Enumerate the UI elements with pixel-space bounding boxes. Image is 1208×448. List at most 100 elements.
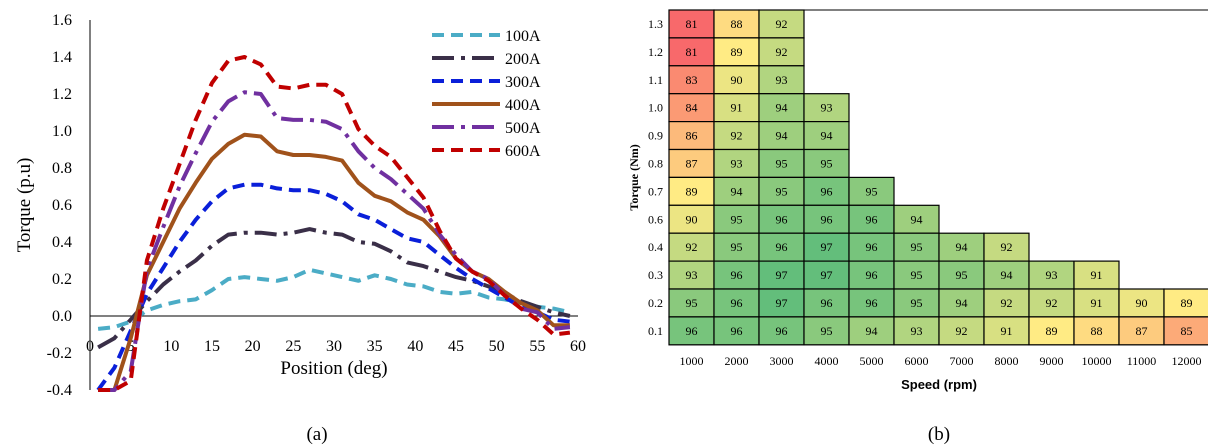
x-tick-label: 55	[529, 338, 545, 355]
heatmap-cell	[1163, 288, 1208, 318]
heatmap-cell-value: 95	[686, 296, 698, 310]
heatmap-cell	[668, 260, 715, 290]
x-tick-label: 7000	[950, 354, 974, 368]
heatmap-cell	[893, 260, 940, 290]
y-tick-label: 0.6	[52, 197, 72, 214]
x-axis-title: Position (deg)	[280, 358, 387, 379]
x-tick-label: 25	[285, 338, 301, 355]
heatmap-cell	[758, 65, 805, 95]
heatmap-cell	[713, 93, 760, 123]
series-line-500a	[98, 90, 571, 392]
heatmap-cell	[713, 288, 760, 318]
heatmap-cell	[713, 120, 760, 151]
heatmap-cell	[848, 316, 895, 346]
x-tick-label: 50	[489, 338, 505, 355]
y-tick-label: 0.4	[52, 234, 72, 251]
y-tick-label: 1.0	[648, 101, 663, 115]
y-tick-label: 0.6	[648, 212, 663, 226]
x-tick-label: 45	[448, 338, 464, 355]
heatmap-cell-value: 94	[956, 296, 968, 310]
heatmap-cell	[1073, 288, 1120, 318]
y-tick-label: -0.2	[47, 345, 72, 362]
heatmap-cell-value: 83	[686, 73, 698, 87]
heatmap-cell-value: 94	[956, 240, 968, 254]
heatmap-cell	[893, 288, 940, 318]
heatmap-cell-value: 91	[1001, 324, 1013, 338]
y-tick-labels: 1.3 1.2 1.1 1.0 0.9 0.8 0.7 0.6 0.4 0.3 0.2 0.1	[648, 17, 663, 338]
heatmap-cell-value: 95	[731, 240, 743, 254]
y-tick-label: 1.0	[52, 123, 72, 140]
heatmap-cell	[758, 176, 805, 206]
heatmap-cell-value: 92	[1001, 296, 1013, 310]
heatmap-cell-value: 87	[1136, 324, 1148, 338]
heatmap-cell	[668, 288, 715, 318]
heatmap-cell	[848, 288, 895, 318]
heatmap-cell-value: 81	[686, 45, 698, 59]
heatmap-cell	[713, 176, 760, 206]
heatmap-cell-value: 96	[731, 324, 743, 338]
heatmap-cell	[803, 148, 850, 178]
heatmap-cell-value: 95	[911, 240, 923, 254]
heatmap-cell	[1118, 288, 1165, 318]
heatmap-cell-value: 95	[821, 156, 833, 170]
y-tick-label: 1.2	[648, 45, 663, 59]
heatmap-cell	[848, 232, 895, 262]
heatmap-cell	[713, 148, 760, 178]
heatmap-cell-value: 94	[776, 101, 788, 115]
y-tick-label: 1.2	[52, 86, 72, 103]
x-tick-label: 30	[326, 338, 342, 355]
x-tick-label: 6000	[905, 354, 929, 368]
heatmap-cell-value: 90	[1136, 296, 1148, 310]
x-tick-label: 11000	[1127, 354, 1157, 368]
heatmap-cell-value: 94	[1001, 268, 1013, 282]
heatmap-cell-value: 93	[686, 268, 698, 282]
heatmap-cell-value: 85	[1181, 324, 1193, 338]
x-tick-label: 35	[367, 338, 383, 355]
heatmap-cell-value: 94	[821, 129, 833, 143]
legend-label: 200A	[505, 51, 541, 68]
x-tick-label: 9000	[1040, 354, 1064, 368]
heatmap-cell-value: 95	[911, 268, 923, 282]
heatmap-cell-value: 93	[731, 156, 743, 170]
heatmap-cell-value: 84	[686, 101, 698, 115]
y-tick-label: -0.4	[47, 382, 72, 399]
heatmap-cell	[758, 204, 805, 234]
heatmap-cell	[1028, 316, 1075, 346]
legend-label: 100A	[505, 28, 541, 45]
heatmap-cell-value: 92	[956, 324, 968, 338]
x-axis-title: Speed (rpm)	[901, 377, 977, 392]
heatmap-cell-value: 96	[866, 212, 878, 226]
caption-b: (b)	[928, 424, 950, 445]
y-tick-label: 1.6	[52, 12, 72, 29]
heatmap-cell	[983, 260, 1030, 290]
heatmap-cell-value: 94	[731, 184, 743, 198]
heatmap-cell-value: 95	[866, 184, 878, 198]
caption-a: (a)	[306, 424, 327, 445]
heatmap-cell-value: 95	[821, 324, 833, 338]
heatmap-cell	[803, 93, 850, 123]
legend-label: 300A	[505, 74, 541, 91]
heatmap-cell	[668, 65, 715, 95]
y-tick-label: 0.2	[648, 296, 663, 310]
heatmap-cell-value: 89	[686, 184, 698, 198]
heatmap-cell-value: 95	[956, 268, 968, 282]
heatmap-cell	[668, 120, 715, 151]
heatmap-cell-value: 95	[776, 184, 788, 198]
heatmap-cell-value: 88	[731, 17, 743, 31]
heatmap-cell-value: 97	[821, 240, 833, 254]
x-tick-label: 5	[127, 338, 135, 355]
heatmap-cell	[668, 176, 715, 206]
heatmap-cells: 81 88 92 81 89 92 83 90 93 84 91 94 93 86 92 94 94 87 93 95…	[668, 9, 1208, 346]
heatmap-cell-value: 92	[776, 45, 788, 59]
heatmap-cell	[803, 232, 850, 262]
heatmap-cell	[758, 93, 805, 123]
x-tick-label: 8000	[995, 354, 1019, 368]
x-tick-label: 10	[163, 338, 179, 355]
heatmap-cell	[758, 232, 805, 262]
heatmap-cell-value: 86	[686, 129, 698, 143]
y-tick-label: 1.1	[648, 73, 663, 87]
heatmap-cell-value: 96	[776, 240, 788, 254]
heatmap-cell	[713, 316, 760, 346]
heatmap-cell	[758, 120, 805, 151]
x-tick-label: 15	[204, 338, 220, 355]
